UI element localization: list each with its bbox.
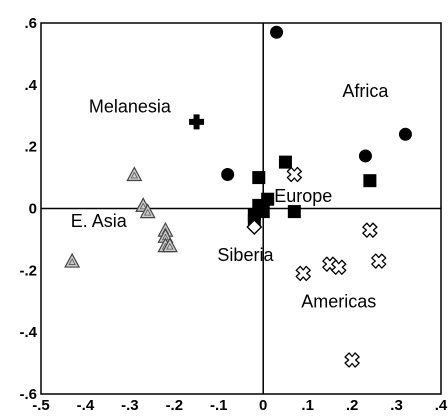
e-asia-point [139,203,156,219]
y-tick-label: -.4 [19,324,37,341]
y-tick-label: 0 [29,201,37,218]
x-tick-label: -.5 [32,397,50,414]
y-tick-label: .6 [24,15,37,32]
zero-lines [41,23,441,394]
europe-point [363,174,377,188]
triangle-inner [166,242,174,250]
x-tick-label: 0 [259,397,267,414]
triangle-outline [161,237,178,253]
y-tick-label: .2 [24,139,37,156]
y-tick-label: -.2 [19,262,37,279]
triangle-inner [143,208,152,216]
americas-point [331,259,347,275]
y-tick-label: .4 [24,77,37,94]
africa-point [270,25,284,39]
melanesia-point [189,114,205,130]
triangle-outline [126,166,143,182]
axis-ticks: -.5 -.4 -.3 -.2 -.1 0 .1 .2 .3 .4 .6 .4 .2 0 -.2 -.4 -.6 [19,15,447,414]
americas-point [344,352,360,368]
x-tick-label: .3 [390,397,403,414]
europe-point [247,208,261,222]
triangle-outline [64,252,81,268]
africa-point [358,149,372,163]
americas-point [295,265,311,282]
x-tick-label: -.3 [121,397,139,414]
triangle-inner [139,202,147,210]
y-tick-label: -.6 [19,386,37,403]
e-asia-point [126,166,143,182]
x-tick-label: .4 [435,397,448,414]
x-tick-label: .1 [301,397,314,414]
x-tick-label: -.1 [210,397,228,414]
africa-point [221,167,235,181]
region-label-e-asia: E. Asia [71,211,128,231]
americas-point [286,166,302,183]
x-tick-label: .2 [346,397,359,414]
siberia-point [246,219,263,236]
data-points [64,25,412,368]
region-label-siberia: Siberia [217,245,274,265]
europe-point [278,155,292,169]
region-label-melanesia: Melanesia [89,96,172,116]
x-tick-label: -.2 [166,397,184,414]
africa-point [398,127,412,141]
europe-point [252,171,266,185]
e-asia-point [161,237,178,253]
triangle-inner [68,258,76,265]
triangle-inner [130,171,139,179]
region-label-africa: Africa [342,81,389,101]
americas-point [371,253,387,269]
region-labels: Melanesia Africa Europe E. Asia Siberia Ameri… [71,81,390,311]
region-label-americas: Americas [301,291,376,311]
europe-point [287,205,301,219]
region-label-europe: Europe [274,186,332,206]
x-tick-label: -.4 [77,397,95,414]
e-asia-point [64,252,81,268]
triangle-outline [139,203,156,219]
americas-point [362,222,378,238]
